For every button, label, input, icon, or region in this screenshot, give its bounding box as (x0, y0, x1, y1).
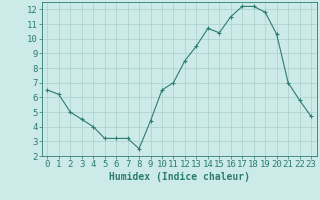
X-axis label: Humidex (Indice chaleur): Humidex (Indice chaleur) (109, 172, 250, 182)
